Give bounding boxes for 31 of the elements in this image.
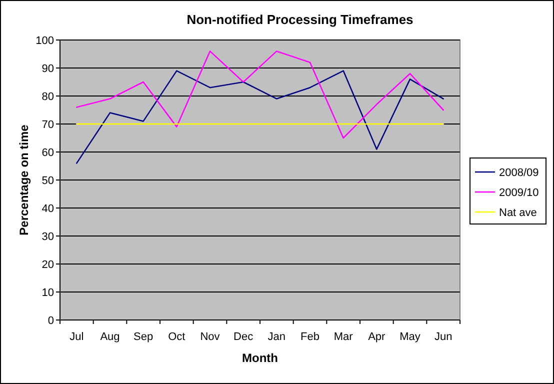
line-series [76, 50, 444, 139]
x-tick-label: Jun [434, 331, 452, 343]
x-tick-label: Jan [268, 331, 286, 343]
line-series [76, 70, 444, 164]
y-tick-label: 30 [42, 231, 54, 243]
y-tick-label: 70 [42, 119, 54, 131]
y-tick-label: 60 [42, 147, 54, 159]
x-tick-label: Mar [334, 331, 354, 343]
x-axis-title: Month [242, 351, 278, 365]
y-tick-label: 50 [42, 175, 54, 187]
y-tick-label: 90 [42, 63, 54, 75]
legend-label: Nat ave [499, 207, 537, 219]
x-tick-label: Aug [100, 331, 120, 343]
y-tick-label: 10 [42, 287, 54, 299]
y-tick-label: 80 [42, 91, 54, 103]
x-tick-label: Jul [70, 331, 84, 343]
y-tick-label: 40 [42, 203, 54, 215]
legend-label: 2009/10 [499, 187, 539, 199]
x-tick-label: Oct [168, 331, 186, 343]
legend-label: 2008/09 [499, 167, 539, 179]
y-tick-label: 0 [48, 315, 54, 327]
x-tick-label: Feb [300, 331, 320, 343]
x-tick-label: Sep [134, 331, 154, 343]
y-axis-title: Percentage on time [17, 124, 31, 236]
x-tick-label: Dec [234, 331, 254, 343]
y-tick-label: 100 [36, 35, 54, 47]
x-tick-label: May [400, 331, 421, 343]
x-tick-label: Nov [200, 331, 220, 343]
y-tick-label: 20 [42, 259, 54, 271]
x-tick-label: Apr [368, 331, 386, 343]
chart-title: Non-notified Processing Timeframes [186, 12, 414, 27]
